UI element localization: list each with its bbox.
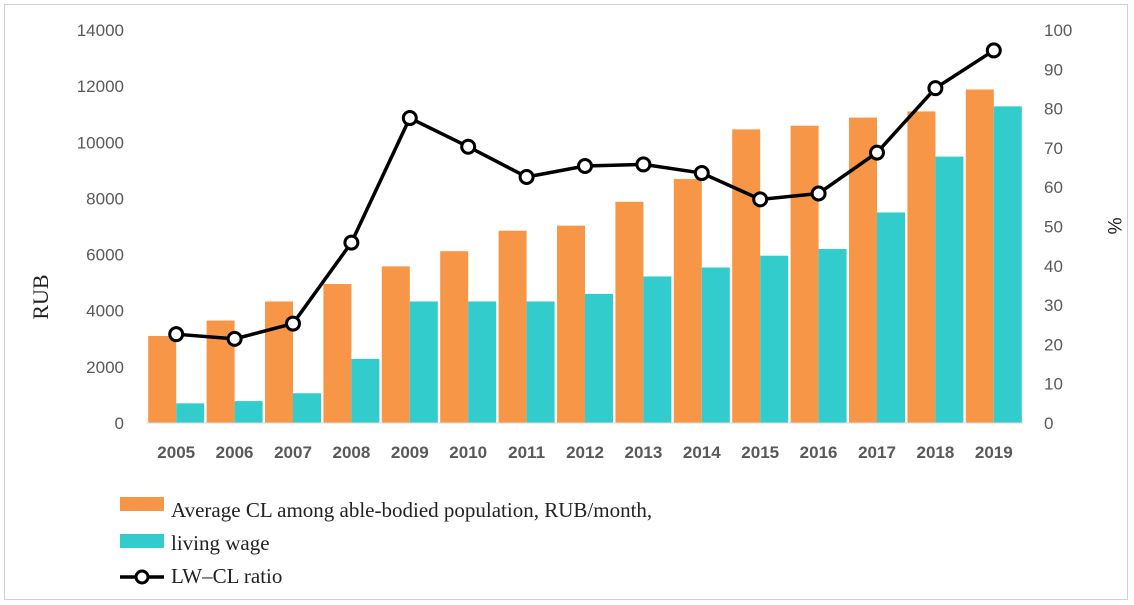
x-tick-label: 2010 [449,443,487,462]
y2-tick-label: 70 [1044,139,1063,158]
bar-avg-cl-2019 [965,89,994,424]
y-axis-left: 0 2000 4000 6000 8000 10000 12000 14000 [77,21,124,433]
ratio-point-2010 [460,138,477,155]
x-tick-label: 2016 [800,443,838,462]
bar-avg-cl-2018 [907,111,936,424]
x-tick-label: 2019 [975,443,1013,462]
bar-living-wage-2018 [935,156,964,423]
bar-living-wage-2016 [818,248,847,423]
x-tick-label: 2007 [274,443,312,462]
ratio-point-2012 [577,157,593,174]
legend-swatch-living-wage [120,534,164,548]
ratio-point-2013 [635,156,652,173]
ratio-point-2007 [285,315,301,332]
y2-tick-label: 20 [1044,335,1063,354]
bar-avg-cl-2011 [498,230,527,423]
y2-tick-label: 30 [1044,296,1063,315]
y2-tick-label: 50 [1044,218,1063,237]
legend-marker-ratio [134,569,150,585]
bar-avg-cl-2005 [148,335,177,423]
x-tick-label: 2012 [566,443,604,462]
legend-label-ratio: LW–CL ratio [171,564,282,588]
y2-axis-title: % [1103,218,1124,235]
bar-avg-cl-2016 [790,125,819,423]
x-tick-label: 2014 [683,443,721,462]
ratio-point-2009 [401,110,418,127]
ratio-point-2008 [343,234,360,251]
y-tick-label: 10000 [77,133,124,152]
bar-avg-cl-2009 [381,266,410,423]
ratio-point-2015 [752,191,769,208]
bar-living-wage-2019 [993,106,1022,424]
x-tick-label: 2011 [508,443,545,462]
ratio-point-2016 [810,185,827,202]
bar-living-wage-2008 [351,358,380,423]
bar-living-wage-2010 [468,301,497,423]
bar-living-wage-2007 [293,393,321,423]
bar-avg-cl-2008 [323,284,352,423]
bar-living-wage-2005 [176,403,205,423]
plot-area [147,42,1023,424]
x-tick-label: 2017 [858,443,896,462]
y-tick-label: 6000 [86,246,124,265]
ratio-point-2005 [168,326,185,343]
y2-tick-label: 0 [1044,414,1053,433]
y-tick-label: 12000 [77,77,124,96]
bar-avg-cl-2013 [615,201,644,423]
bar-living-wage-2012 [585,293,613,423]
x-tick-label: 2005 [157,443,195,462]
bar-living-wage-2009 [409,301,438,423]
y-tick-label: 4000 [86,302,124,321]
x-tick-label: 2009 [391,443,429,462]
bar-avg-cl-2012 [557,225,585,423]
bar-living-wage-2011 [526,301,555,423]
x-axis: 2005 2006 2007 2008 2009 2010 2011 2012 2013 2014… [157,443,1012,462]
ratio-point-2011 [518,168,535,185]
ratio-point-2014 [693,165,710,182]
bar-living-wage-2015 [760,255,789,423]
x-tick-label: 2015 [741,443,779,462]
bar-living-wage-2006 [234,401,263,423]
y2-tick-label: 100 [1044,21,1072,40]
ratio-point-2019 [985,42,1002,59]
bar-living-wage-2014 [701,267,730,423]
bar-avg-cl-2010 [440,251,469,423]
x-tick-label: 2018 [916,443,954,462]
y2-tick-label: 60 [1044,178,1063,197]
legend-swatch-avg-cl [120,497,164,511]
legend-label-avg-cl: Average CL among able-bodied population,… [171,498,652,522]
y-axis-right: 0 10 20 30 40 50 60 70 80 90 100 [1044,21,1072,433]
y-tick-label: 0 [115,414,124,433]
y2-tick-label: 80 [1044,100,1063,119]
bar-living-wage-2013 [643,276,672,423]
legend-label-living-wage: living wage [171,531,270,555]
bar-avg-cl-2015 [732,129,761,423]
y-axis-title: RUB [28,274,53,319]
x-tick-label: 2008 [332,443,370,462]
bar-avg-cl-2014 [673,179,702,423]
ratio-point-2018 [927,80,944,97]
y-tick-label: 2000 [86,358,124,377]
y2-tick-label: 10 [1044,375,1063,394]
x-tick-label: 2013 [624,443,662,462]
ratio-point-2006 [226,330,243,347]
y2-tick-label: 90 [1044,60,1063,79]
legend: Average CL among able-bodied population,… [120,497,652,588]
chart-frame [4,4,1128,600]
y-tick-label: 14000 [77,21,124,40]
y-tick-label: 8000 [86,189,124,208]
y2-tick-label: 40 [1044,257,1063,276]
ratio-point-2017 [869,144,885,161]
x-tick-label: 2006 [216,443,254,462]
bar-living-wage-2017 [877,212,905,423]
